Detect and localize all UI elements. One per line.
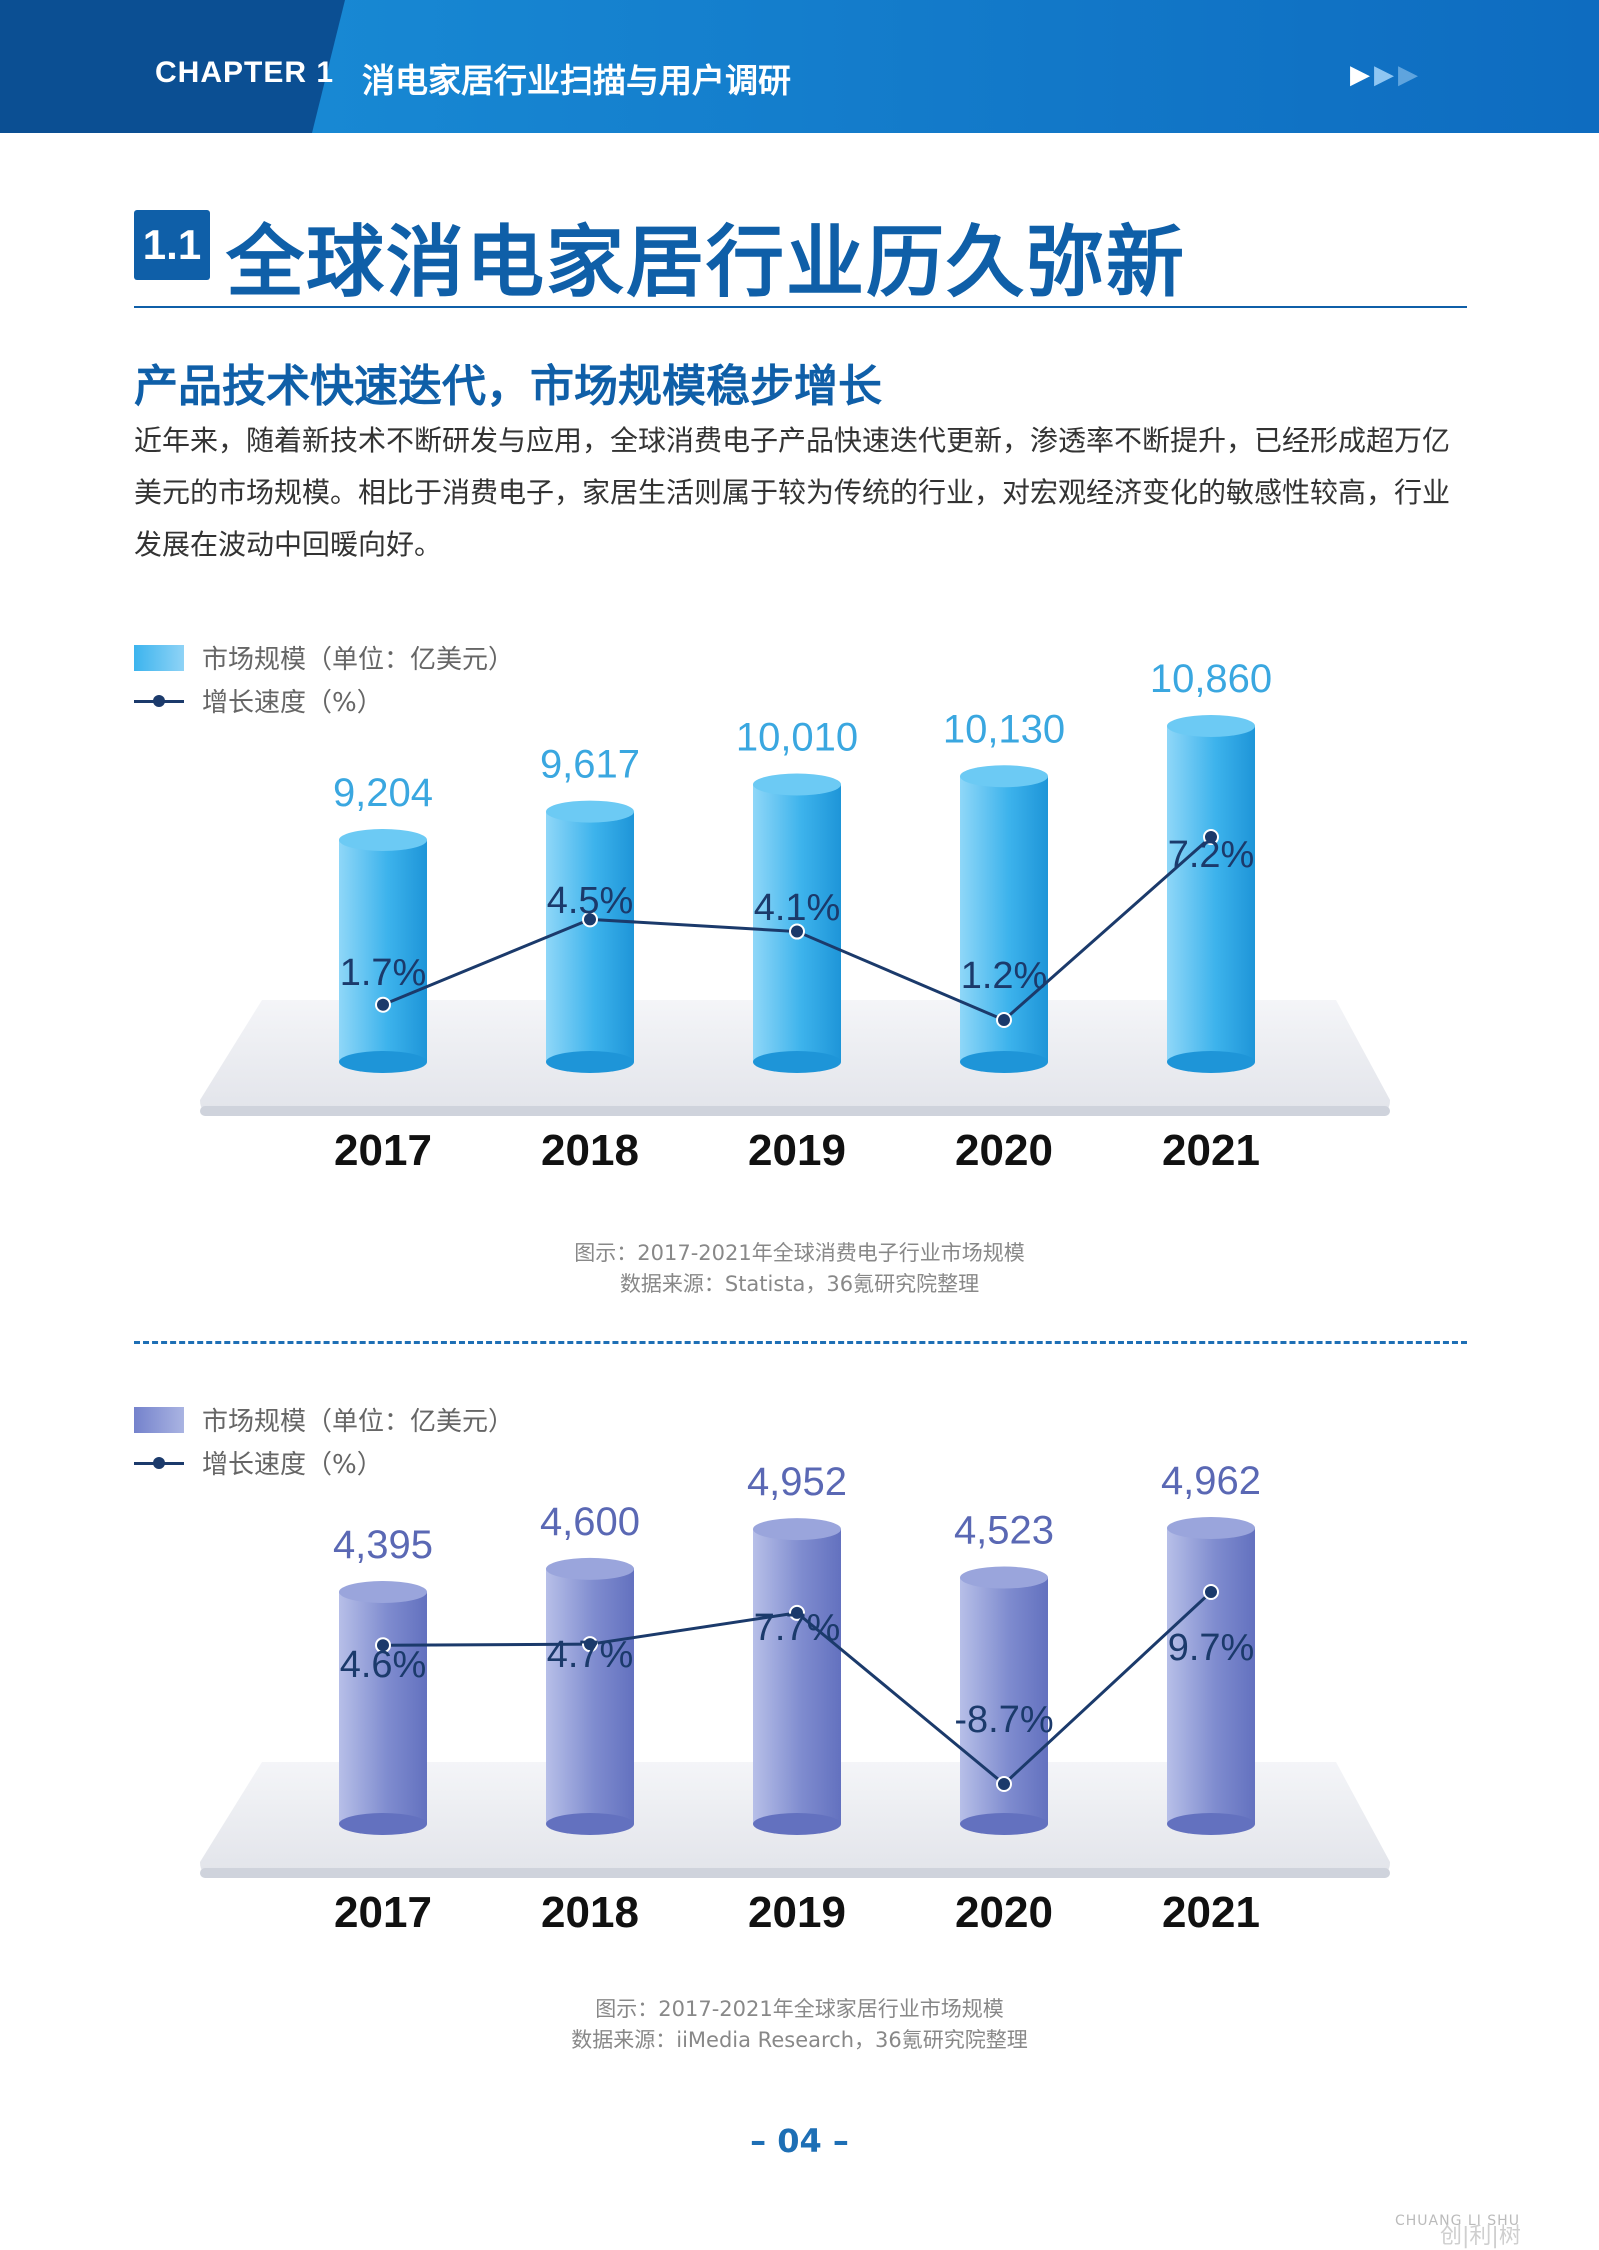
play-icon: ▶ [1350, 60, 1374, 90]
bar-2018 [546, 1557, 634, 1835]
legend-item-line: 增长速度（%） [134, 679, 514, 722]
top-banner: CHAPTER 1 消电家居行业扫描与用户调研 ▶▶▶ [0, 0, 1599, 133]
banner-background [0, 0, 1599, 133]
chart-canvas: 4,395 4,600 4,952 4,523 4,962 4.6% 4.7% 7.7% -8.… [200, 1459, 1390, 1937]
growth-label: 4.1% [754, 887, 841, 929]
growth-point [582, 911, 598, 928]
bar-2019 [753, 773, 841, 1073]
section-divider [134, 306, 1467, 308]
consumer-electronics-chart: 9,204 9,617 10,010 10,130 10,860 1.7% 4.5% 4.1%… [0, 630, 1599, 1330]
growth-point [996, 1776, 1012, 1792]
chart-caption: 图示：2017-2021年全球消费电子行业市场规模 数据来源：Statista，… [0, 1238, 1599, 1300]
bar-value-label: 9,204 [333, 771, 433, 815]
growth-point [375, 996, 391, 1013]
chapter-title: 消电家居行业扫描与用户调研 [362, 61, 791, 100]
bar-value-label: 10,860 [1150, 657, 1272, 701]
caption-source: 数据来源：iiMedia Research，36氪研究院整理 [571, 2028, 1028, 2052]
bar-value-label: 10,010 [736, 716, 858, 760]
chapter-label: CHAPTER 1 [155, 56, 335, 89]
x-tick-label: 2020 [955, 1126, 1053, 1175]
x-tick-label: 2017 [334, 1888, 432, 1937]
growth-label: 9.7% [1168, 1627, 1255, 1669]
watermark-logo: 创|利|树 [1440, 2224, 1521, 2249]
platform-edge [200, 1106, 1390, 1116]
dashed-divider [134, 1341, 1467, 1344]
legend-line-swatch [134, 1450, 184, 1476]
play-icon: ▶ [1398, 60, 1422, 90]
legend-bar-swatch [134, 644, 184, 671]
growth-point [1203, 1584, 1219, 1600]
growth-label: 4.5% [547, 880, 634, 922]
home-furnishing-chart: 4,395 4,600 4,952 4,523 4,962 4.6% 4.7% 7.7% -8.… [0, 1392, 1599, 2072]
caption-source: 数据来源：Statista，36氪研究院整理 [619, 1272, 980, 1296]
growth-label: 1.2% [961, 955, 1048, 997]
bar-value-label: 9,617 [540, 743, 640, 787]
legend-label: 市场规模（单位：亿美元） [202, 1407, 515, 1437]
growth-point [789, 1604, 805, 1621]
x-tick-label: 2017 [334, 1126, 432, 1175]
bar-2017 [339, 1581, 427, 1835]
growth-point [789, 923, 805, 940]
growth-point [582, 1636, 598, 1653]
bar-value-label: 4,600 [540, 1500, 640, 1544]
growth-point [1203, 829, 1219, 845]
chart-legend: 市场规模（单位：亿美元） 增长速度（%） [134, 636, 514, 722]
x-tick-label: 2020 [955, 1888, 1053, 1937]
section-number-badge: 1.1 [134, 210, 210, 280]
legend-bar-swatch [134, 1406, 184, 1433]
play-icon: ▶ [1374, 60, 1398, 90]
growth-point [996, 1012, 1012, 1028]
legend-item-bar: 市场规模（单位：亿美元） [134, 636, 514, 679]
x-tick-label: 2018 [541, 1126, 639, 1175]
bar-2018 [546, 800, 634, 1073]
bar-value-label: 4,395 [333, 1523, 433, 1567]
legend-line-swatch [134, 688, 184, 714]
x-tick-label: 2021 [1162, 1126, 1260, 1175]
x-tick-label: 2019 [748, 1126, 846, 1175]
intro-paragraph: 近年来，随着新技术不断研发与应用，全球消费电子产品快速迭代更新，渗透率不断提升，… [134, 424, 1451, 561]
legend-label: 增长速度（%） [202, 1450, 383, 1480]
arrow-icons: ▶▶▶ [1350, 60, 1422, 90]
growth-label: 4.6% [340, 1644, 427, 1686]
growth-label: 7.2% [1168, 834, 1255, 876]
section-title: 全球消电家居行业历久弥新 [226, 218, 1187, 308]
watermark-text: CHUANG LI SHU [1395, 2213, 1520, 2229]
legend-item-bar: 市场规模（单位：亿美元） [134, 1398, 514, 1441]
chart-legend: 市场规模（单位：亿美元） 增长速度（%） [134, 1398, 514, 1484]
legend-label: 市场规模（单位：亿美元） [202, 645, 515, 675]
platform-edge [200, 1868, 1390, 1878]
bar-2017 [339, 829, 427, 1073]
growth-label: 1.7% [340, 952, 427, 994]
legend-label: 增长速度（%） [202, 688, 383, 718]
bar-2019 [753, 1518, 841, 1835]
subtitle: 产品技术快速迭代，市场规模稳步增长 [134, 361, 882, 412]
page-number: – 04 – [750, 2122, 849, 2160]
x-tick-label: 2021 [1162, 1888, 1260, 1937]
caption-title: 图示：2017-2021年全球消费电子行业市场规模 [574, 1241, 1025, 1265]
growth-label: 7.7% [754, 1607, 841, 1649]
chart-canvas: 9,204 9,617 10,010 10,130 10,860 1.7% 4.5% 4.1%… [200, 657, 1390, 1175]
bar-value-label: 4,952 [747, 1460, 847, 1504]
bar-value-label: 10,130 [943, 707, 1065, 751]
chart-caption: 图示：2017-2021年全球家居行业市场规模 数据来源：iiMedia Res… [0, 1994, 1599, 2056]
x-tick-label: 2018 [541, 1888, 639, 1937]
legend-item-line: 增长速度（%） [134, 1441, 514, 1484]
bar-2021 [1167, 715, 1255, 1073]
growth-point [375, 1637, 391, 1654]
bar-2021 [1167, 1517, 1255, 1835]
caption-title: 图示：2017-2021年全球家居行业市场规模 [595, 1997, 1004, 2021]
bar-value-label: 4,523 [954, 1509, 1054, 1553]
x-tick-label: 2019 [748, 1888, 846, 1937]
growth-label: -8.7% [954, 1699, 1053, 1741]
growth-label: 4.7% [547, 1634, 634, 1676]
bar-value-label: 4,962 [1161, 1459, 1261, 1503]
